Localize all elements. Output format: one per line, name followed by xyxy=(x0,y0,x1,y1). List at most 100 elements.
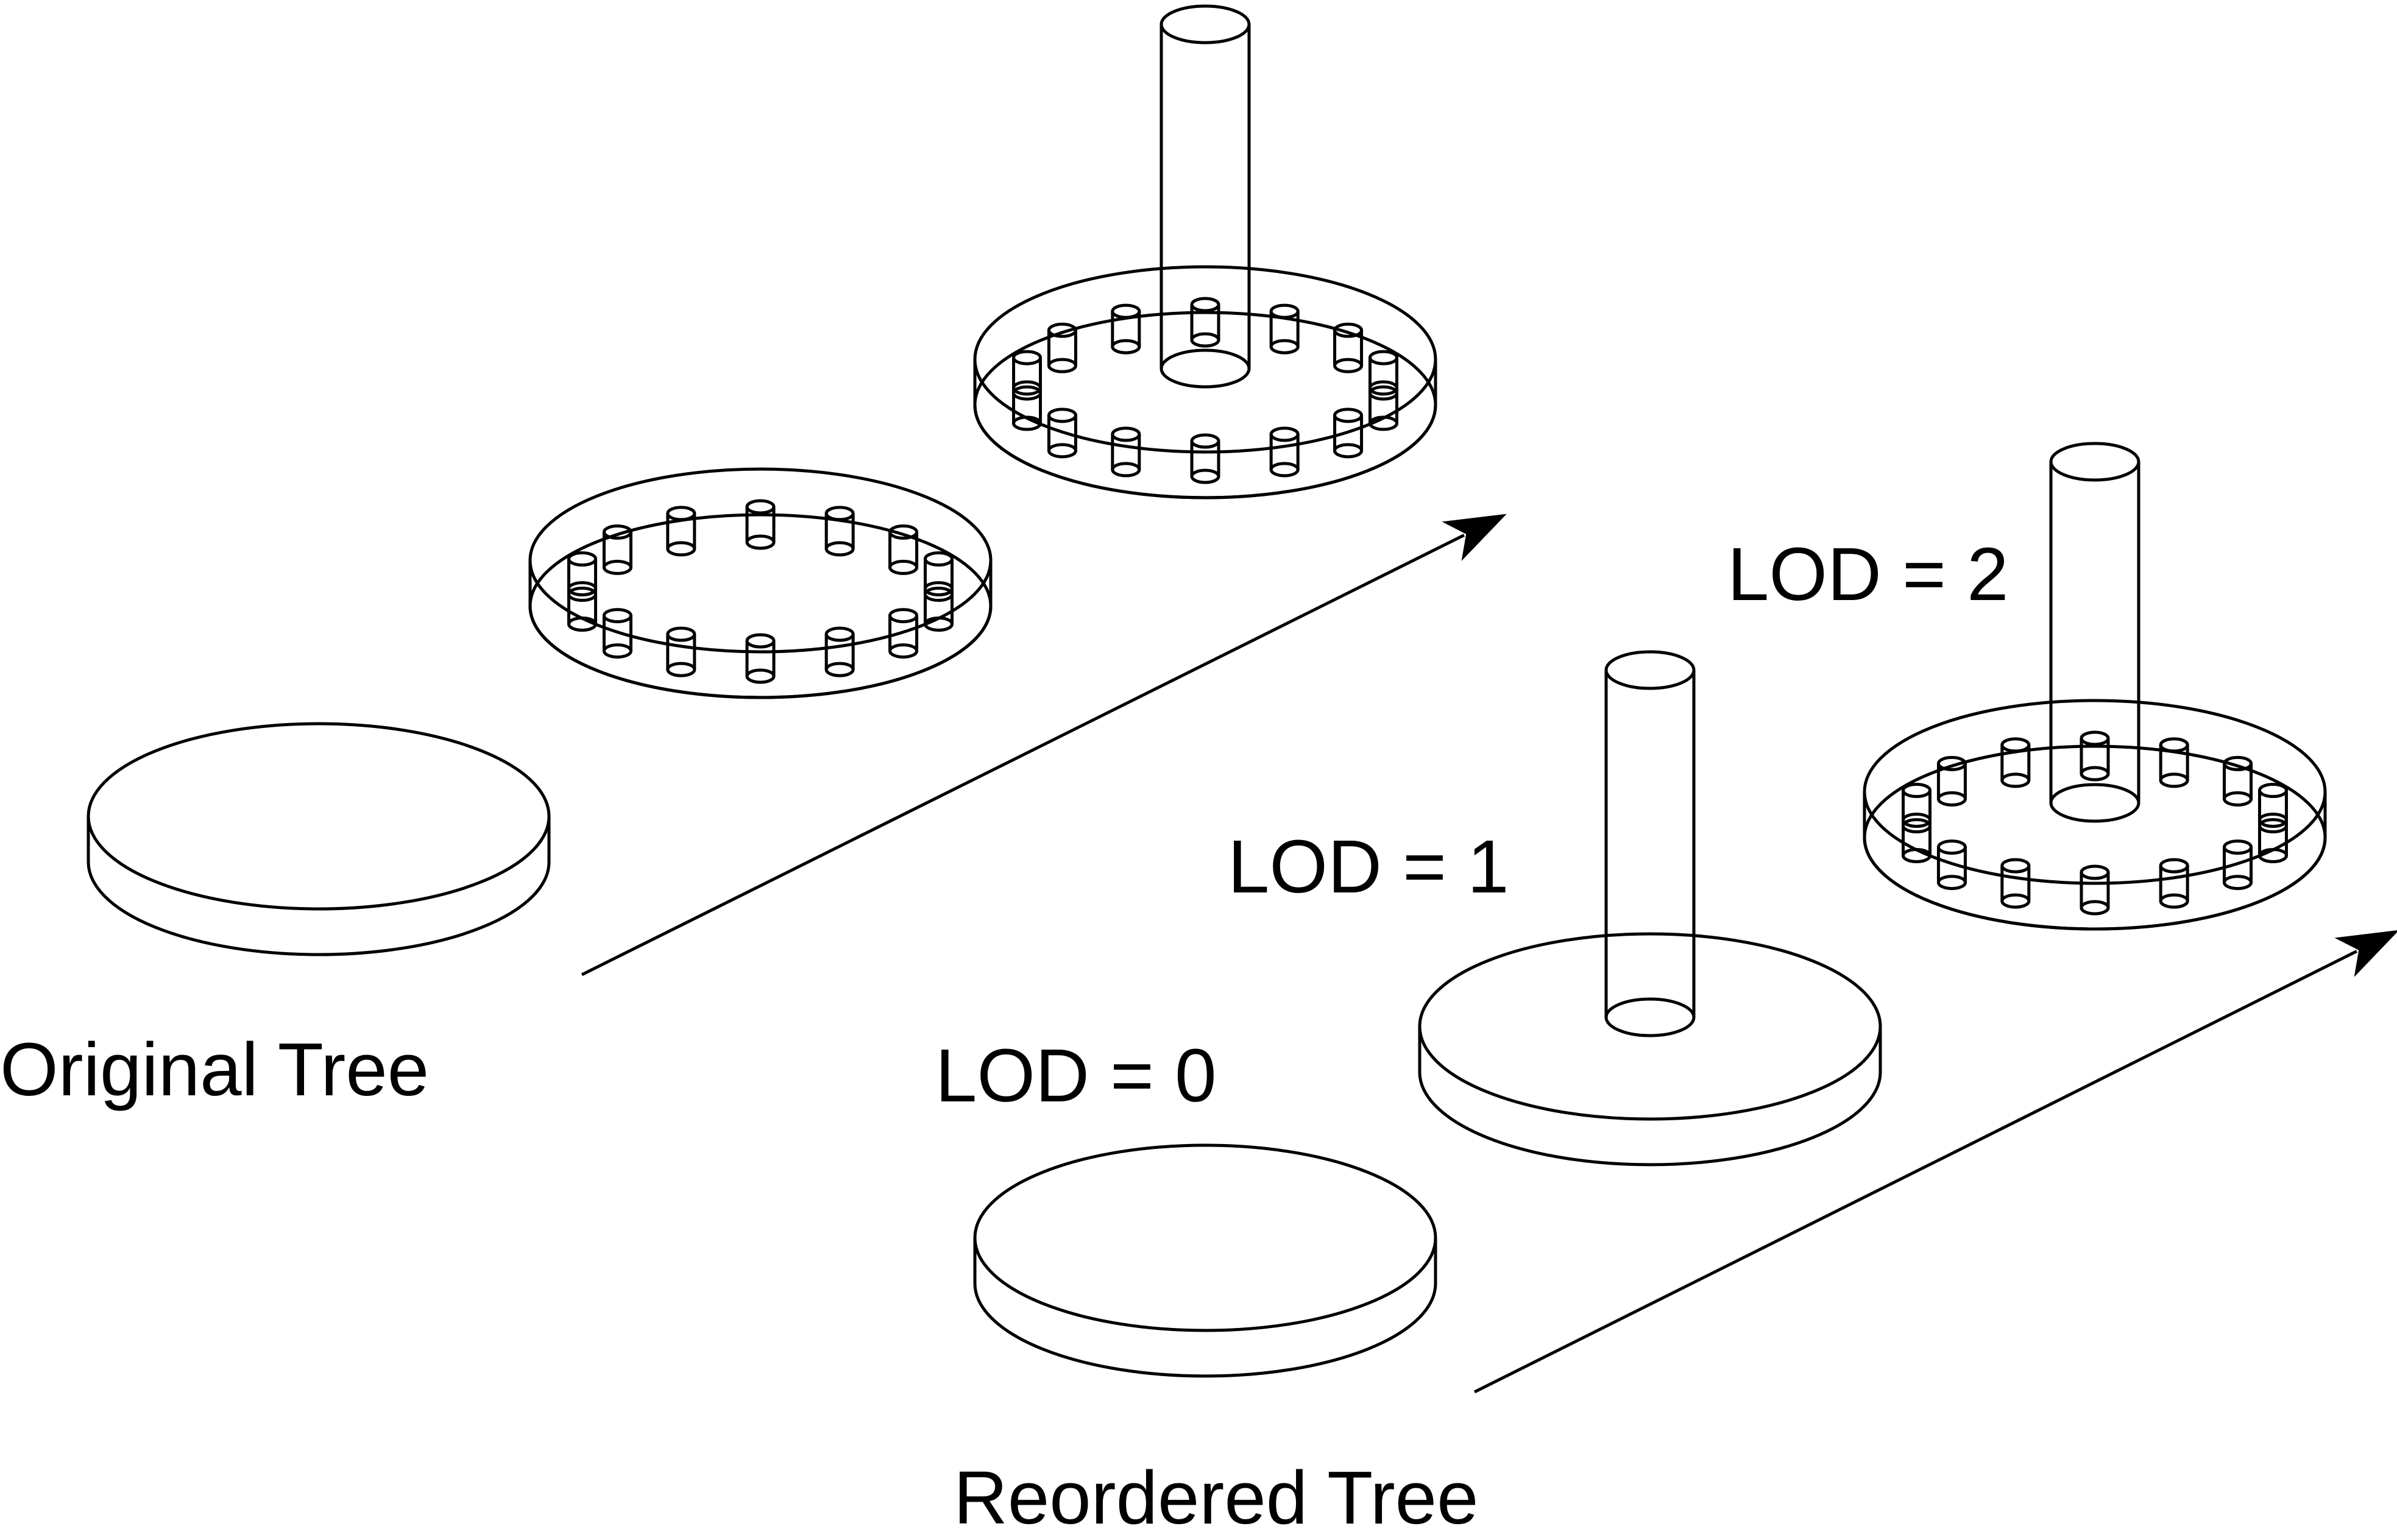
cylinder-bottom-ellipse xyxy=(2159,772,2189,788)
small-cylinder xyxy=(1333,322,1364,373)
cylinder-top-ellipse xyxy=(1190,297,1220,313)
cylinder-bottom-ellipse xyxy=(1936,791,1967,807)
disc-top-ellipse xyxy=(973,1143,1437,1332)
small-cylinder xyxy=(1936,755,1967,807)
cylinder-bottom-ellipse xyxy=(1269,339,1300,355)
reordered-tree-lod2-disc xyxy=(1863,442,2327,931)
cylinder-bottom-ellipse xyxy=(2159,893,2189,909)
cylinder-top-ellipse xyxy=(2159,858,2189,874)
cylinder-bottom-ellipse xyxy=(745,668,776,684)
cylinder-top-ellipse xyxy=(2000,737,2031,753)
small-cylinder xyxy=(2257,783,2288,834)
disc-top-ellipse xyxy=(1863,699,2327,885)
cylinder-bottom-ellipse xyxy=(2223,791,2253,807)
cylinder-top-ellipse xyxy=(1047,408,1077,423)
small-cylinder xyxy=(1269,426,1300,478)
cylinder-bottom-ellipse xyxy=(1269,462,1300,478)
small-cylinder xyxy=(888,524,919,575)
small-cylinder xyxy=(923,551,954,602)
small-cylinder xyxy=(824,506,855,557)
cylinder-bottom-ellipse xyxy=(2080,766,2110,782)
small-cylinder xyxy=(888,608,919,659)
cylinder-top-ellipse xyxy=(2159,737,2189,753)
cylinder-bottom-ellipse xyxy=(1190,468,1220,484)
small-cylinder xyxy=(1111,426,1141,478)
small-cylinder xyxy=(2000,737,2031,788)
original-tree-label: Original Tree xyxy=(0,1028,430,1112)
small-cylinder xyxy=(567,551,598,602)
small-cylinder xyxy=(1368,350,1398,401)
cylinder-top-ellipse xyxy=(1269,426,1300,442)
cylinder-top-ellipse xyxy=(2257,783,2288,799)
cylinder-bottom-ellipse xyxy=(888,559,919,575)
cylinder-bottom-ellipse xyxy=(1604,997,1696,1037)
lod-0-label: LOD = 0 xyxy=(935,1034,1217,1118)
cylinder-top-ellipse xyxy=(1368,350,1398,366)
cylinder-bottom-ellipse xyxy=(602,559,632,575)
small-cylinder xyxy=(2223,839,2253,891)
disc-inner-ellipse xyxy=(1863,744,2327,931)
small-cylinder xyxy=(1047,322,1077,373)
cylinder-bottom-ellipse xyxy=(2223,875,2253,891)
disc-top-ellipse xyxy=(1418,932,1882,1121)
small-cylinder xyxy=(2159,737,2189,788)
cylinder-bottom-ellipse xyxy=(1047,443,1077,459)
cylinder-top-ellipse xyxy=(2049,442,2140,482)
cylinder-bottom-ellipse xyxy=(2000,772,2031,788)
cylinder-bottom-ellipse xyxy=(2049,783,2140,823)
cylinder-bottom-ellipse xyxy=(1160,348,1251,389)
small-cylinder xyxy=(1269,303,1300,355)
cylinder-bottom-ellipse xyxy=(824,662,855,677)
arrow-shaft xyxy=(1473,950,2358,1394)
disc-bottom-arc xyxy=(1418,1072,1882,1167)
small-cylinder xyxy=(1012,350,1043,401)
lod1-central-cylinder xyxy=(1604,650,1696,1037)
small-cylinder xyxy=(1936,839,1967,891)
cylinder-top-ellipse xyxy=(2080,864,2110,880)
small-cylinder xyxy=(1047,408,1077,459)
disc-top-ellipse xyxy=(528,467,993,654)
disc-top-ellipse xyxy=(973,265,1437,454)
lod-1-label: LOD = 1 xyxy=(1228,825,1509,909)
tall-central-cylinder xyxy=(1160,4,1251,389)
cylinder-bottom-ellipse xyxy=(1333,358,1364,373)
small-cylinder xyxy=(2223,755,2253,807)
small-cylinder xyxy=(1111,303,1141,355)
cylinder-bottom-ellipse xyxy=(666,541,696,557)
cylinder-bottom-ellipse xyxy=(1333,443,1364,459)
cylinder-top-ellipse xyxy=(1604,650,1696,690)
cylinder-bottom-ellipse xyxy=(824,541,855,557)
cylinder-top-ellipse xyxy=(666,506,696,521)
small-cylinder xyxy=(1190,433,1220,484)
original-tree-arrow xyxy=(581,514,1507,977)
small-cylinder xyxy=(1333,408,1364,459)
cylinder-top-ellipse xyxy=(602,608,632,624)
arrow-shaft xyxy=(581,534,1465,977)
original-tree-level1-disc xyxy=(528,467,993,699)
cylinder-top-ellipse xyxy=(2000,858,2031,874)
cylinder-bottom-ellipse xyxy=(888,643,919,659)
cylinder-bottom-ellipse xyxy=(602,643,632,659)
small-cylinder xyxy=(2080,864,2110,916)
cylinder-top-ellipse xyxy=(1190,433,1220,449)
small-cylinder xyxy=(666,626,696,677)
reordered-tree-label: Reordered Tree xyxy=(954,1457,1479,1540)
small-cylinder xyxy=(602,524,632,575)
cylinder-top-ellipse xyxy=(1333,408,1364,423)
disc-inner-ellipse xyxy=(528,513,993,699)
cylinder-top-ellipse xyxy=(1269,303,1300,319)
original-tree-root-disc xyxy=(87,722,551,956)
cylinder-top-ellipse xyxy=(1902,783,1932,799)
cylinder-bottom-ellipse xyxy=(666,662,696,677)
cylinder-top-ellipse xyxy=(666,626,696,642)
disc-top-ellipse xyxy=(87,722,551,911)
lod2-central-cylinder xyxy=(2049,442,2140,823)
cylinder-top-ellipse xyxy=(745,633,776,649)
cylinder-bottom-ellipse xyxy=(1047,358,1077,373)
cylinder-top-ellipse xyxy=(1160,4,1251,44)
small-cylinder xyxy=(666,506,696,557)
small-cylinder xyxy=(745,499,776,550)
cylinder-top-ellipse xyxy=(1936,839,1967,855)
arrow-head xyxy=(2334,930,2397,977)
